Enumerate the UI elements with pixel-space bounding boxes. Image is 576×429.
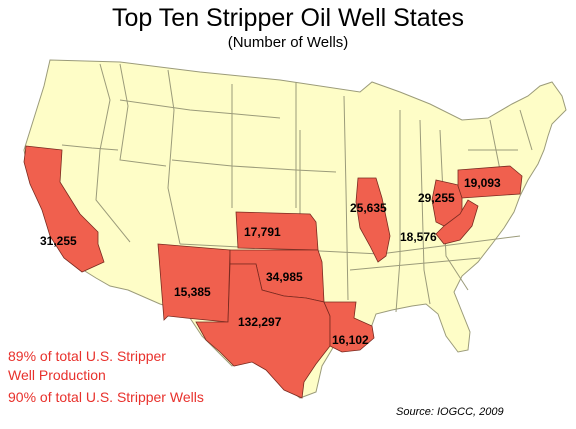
- label-west-virginia: 18,576: [400, 230, 437, 244]
- label-pennsylvania: 19,093: [464, 176, 501, 190]
- label-california: 31,255: [40, 234, 77, 248]
- note-production-line2: Well Production: [8, 367, 106, 383]
- state-west-virginia: [435, 199, 479, 245]
- state-california: [23, 145, 105, 273]
- state-pennsylvania: [457, 165, 523, 199]
- label-oklahoma: 34,985: [266, 270, 303, 284]
- state-louisiana: [323, 301, 375, 353]
- label-illinois: 25,635: [350, 201, 387, 215]
- map-title: Top Ten Stripper Oil Well States: [111, 4, 464, 32]
- label-louisiana: 16,102: [332, 333, 369, 347]
- state-borders: [61, 63, 533, 313]
- note-wells: 90% of total U.S. Stripper Wells: [8, 389, 204, 405]
- state-kansas: [235, 211, 319, 251]
- state-new-mexico: [157, 243, 231, 323]
- label-texas: 132,297: [238, 315, 282, 329]
- label-kansas: 17,791: [244, 225, 281, 239]
- state-illinois: [355, 177, 391, 263]
- note-production-line1: 89% of total U.S. Stripper: [8, 348, 166, 364]
- label-new-mexico: 15,385: [174, 285, 211, 299]
- state-texas: [195, 263, 331, 399]
- source-note: Source: IOGCC, 2009: [396, 406, 504, 418]
- label-ohio: 29,255: [418, 191, 455, 205]
- map-subtitle: (Number of Wells): [227, 34, 349, 51]
